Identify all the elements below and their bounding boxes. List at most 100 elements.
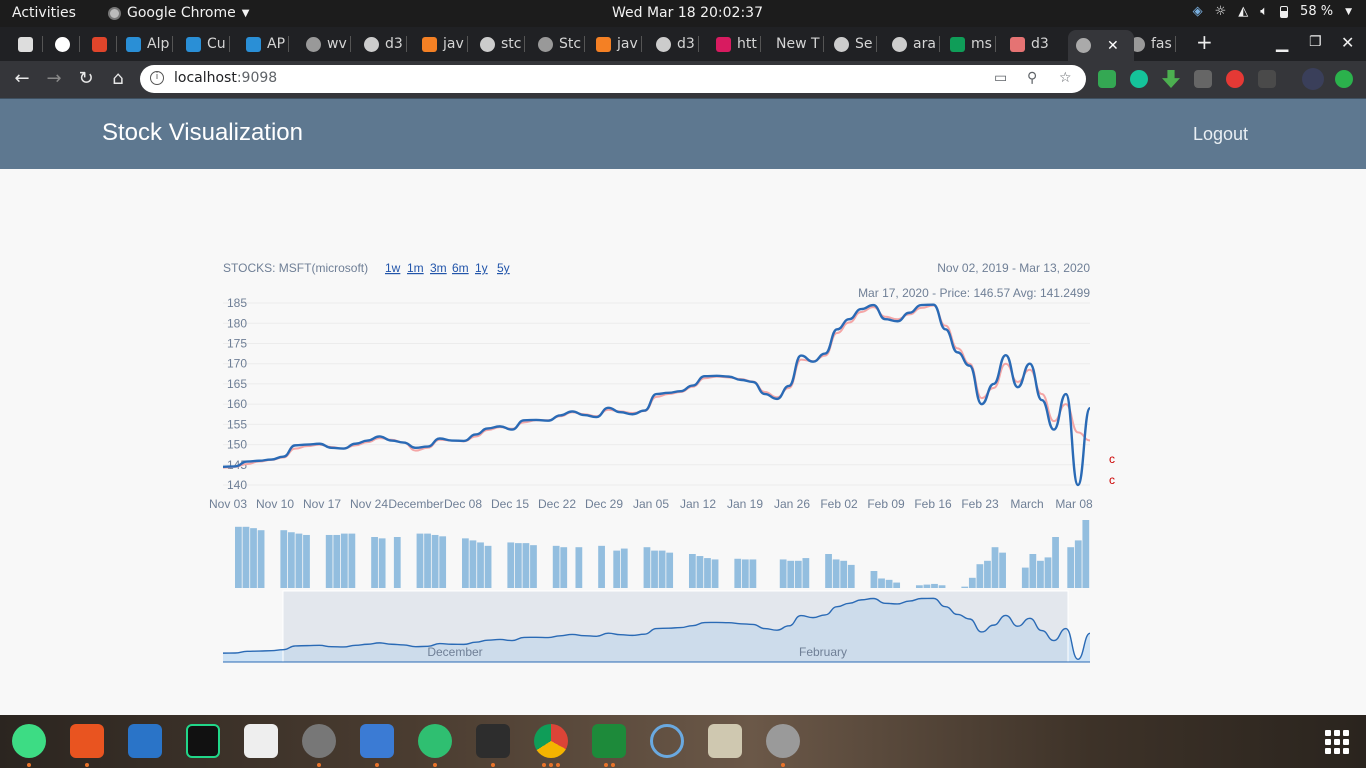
download-extension-icon[interactable] (1162, 70, 1180, 88)
y-tick-label: 140 (227, 478, 247, 492)
address-bar[interactable]: i localhost:9098 ▭ ⚲ ☆ (140, 65, 1086, 93)
browser-tab[interactable]: jav (422, 32, 468, 56)
browser-tab[interactable]: d3 (1010, 32, 1049, 56)
system-clock[interactable]: Wed Mar 18 20:02:37 (612, 5, 763, 21)
system-tray[interactable]: ◈ ☼ ◭ 🔈︎ 58 % ▼ (1193, 4, 1352, 19)
forward-arrow-icon[interactable]: → (46, 68, 62, 89)
timeframe-link-1m[interactable]: 1m (407, 261, 424, 275)
browser-tab[interactable]: ms (950, 32, 996, 56)
browser-tab[interactable]: jav (596, 32, 642, 56)
timeframe-link-3m[interactable]: 3m (430, 261, 447, 275)
timeframe-link-6m[interactable]: 6m (452, 261, 469, 275)
app-brand[interactable]: Stock Visualization (102, 119, 303, 146)
reload-icon[interactable]: ↻ (78, 68, 94, 89)
running-indicator (85, 763, 89, 767)
grammarly-icon[interactable] (1130, 70, 1148, 88)
tab-separator (822, 36, 824, 52)
chrome-icon[interactable] (534, 724, 568, 758)
timeframe-link-1y[interactable]: 1y (475, 261, 488, 275)
volume-bar (885, 579, 893, 588)
browser-tab[interactable]: stc (480, 32, 526, 56)
x-tick-label: March (1010, 497, 1043, 511)
red-hand-extension-icon[interactable] (1226, 70, 1244, 88)
wifi-icon[interactable]: ◭ (1238, 4, 1249, 19)
settings-icon[interactable] (302, 724, 336, 758)
timeframe-link-5y[interactable]: 5y (497, 261, 510, 275)
brush-navigator[interactable]: December February (222, 590, 1091, 663)
maximize-window-icon[interactable]: ❐ (1309, 34, 1322, 50)
disk-icon[interactable] (766, 724, 800, 758)
atom-icon[interactable] (418, 724, 452, 758)
close-tab-icon[interactable]: ✕ (1107, 37, 1119, 54)
grid-extension-icon[interactable] (1258, 70, 1276, 88)
volume-bar (250, 528, 257, 588)
shutter-tray-icon[interactable]: ◈ (1192, 4, 1203, 19)
x-tick-label: Dec 08 (444, 497, 482, 511)
browser-tab-label: d3 (677, 36, 695, 52)
terminal-icon[interactable] (476, 724, 510, 758)
android-studio-icon[interactable] (12, 724, 46, 758)
libreoffice-calc-icon[interactable] (592, 724, 626, 758)
update-arrow-icon[interactable] (1335, 70, 1353, 88)
running-indicator (549, 763, 553, 767)
zoom-icon[interactable]: ⚲ (1027, 70, 1038, 86)
browser-tab[interactable]: Stc (538, 32, 586, 56)
tab-separator (172, 36, 174, 52)
volume-bar (878, 578, 885, 588)
browser-tab[interactable]: ara (892, 32, 940, 56)
extension-check-icon[interactable] (1098, 70, 1116, 88)
volume-icon[interactable]: 🔈︎ (1260, 4, 1269, 19)
activities-button[interactable]: Activities (12, 5, 76, 21)
notes-icon[interactable] (360, 724, 394, 758)
pycharm-icon[interactable] (186, 724, 220, 758)
site-info-icon[interactable]: i (150, 71, 164, 85)
facebook-extension-icon[interactable] (1194, 70, 1212, 88)
cast-icon[interactable]: ▭ (994, 70, 1008, 86)
browser-tab[interactable]: fas (1130, 32, 1176, 56)
volume-bar (552, 545, 560, 588)
browser-tab[interactable]: AP (246, 32, 290, 56)
browser-tab[interactable]: Se (834, 32, 877, 56)
browser-tab[interactable]: Cu (186, 32, 230, 56)
profile-avatar[interactable] (1302, 68, 1324, 90)
volume-bar (840, 560, 848, 588)
minimize-window-icon[interactable]: ▁ (1276, 33, 1289, 52)
running-indicator (433, 763, 437, 767)
shutter-icon[interactable] (650, 724, 684, 758)
timeframe-link-1w[interactable]: 1w (385, 261, 401, 275)
bookmark-star-icon[interactable]: ☆ (1059, 70, 1072, 86)
show-applications-icon[interactable] (1325, 730, 1349, 754)
system-top-bar: Activities Google Chrome ▼ Wed Mar 18 20… (0, 0, 1366, 27)
battery-icon[interactable] (1280, 5, 1289, 18)
github-icon (656, 36, 671, 52)
libreoffice-writer-icon[interactable] (128, 724, 162, 758)
browser-tab[interactable]: d3 (656, 32, 699, 56)
back-arrow-icon[interactable]: ← (14, 68, 30, 89)
search-icon[interactable] (244, 724, 278, 758)
url-text[interactable]: localhost:9098 (174, 70, 278, 86)
volume-bar (1044, 557, 1052, 588)
stock-chart[interactable]: STOCKS: MSFT(microsoft) 1w 1m 3m 6m 1y 5y Nov… (0, 169, 1366, 715)
app-menu[interactable]: Google Chrome ▼ (108, 5, 249, 21)
logout-link[interactable]: Logout (1193, 124, 1249, 144)
volume-bar (787, 560, 795, 588)
files-icon[interactable] (708, 724, 742, 758)
browser-tab[interactable]: wv (306, 32, 351, 56)
browser-tab[interactable] (55, 32, 80, 56)
browser-tab[interactable] (92, 32, 117, 56)
volume-bar (1082, 520, 1090, 588)
browser-tab[interactable]: Alp (126, 32, 174, 56)
software-center-icon[interactable] (70, 724, 104, 758)
power-menu-arrow-icon[interactable]: ▼ (1345, 6, 1352, 17)
browser-tab[interactable] (18, 32, 43, 56)
browser-tab-active[interactable]: ✕ (1068, 30, 1134, 61)
browser-tab[interactable]: New T (776, 32, 824, 56)
browser-tab[interactable]: d3 (364, 32, 407, 56)
x-tick-label: Jan 05 (633, 497, 669, 511)
new-tab-button[interactable]: + (1196, 30, 1213, 54)
close-window-icon[interactable]: ✕ (1341, 33, 1355, 52)
browser-tab[interactable]: htt (716, 32, 761, 56)
brightness-icon[interactable]: ☼ (1214, 4, 1227, 19)
price-lines (222, 303, 1092, 487)
home-icon[interactable]: ⌂ (112, 68, 124, 89)
